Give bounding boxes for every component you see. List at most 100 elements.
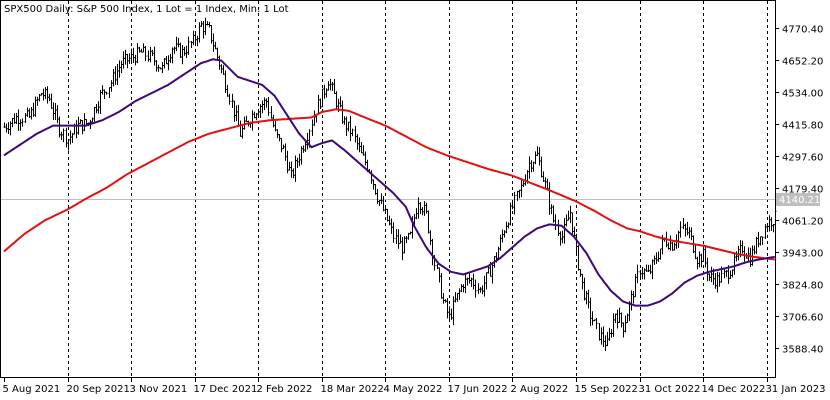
ohlc-bar [181, 44, 184, 65]
ohlc-bar [81, 120, 84, 135]
ohlc-bar [284, 143, 287, 161]
ohlc-bar [751, 245, 754, 266]
ohlc-bar [589, 297, 592, 326]
ohlc-bar [265, 98, 268, 108]
ohlc-bar [388, 215, 391, 226]
chart-title: SPX500 Daily: S&P 500 Index, 1 Lot = 1 I… [4, 4, 289, 15]
ohlc-bar [274, 120, 277, 132]
ohlc-bar [183, 46, 186, 56]
ohlc-bar [585, 290, 588, 305]
ohlc-bar [714, 272, 717, 289]
ohlc-bar [218, 55, 221, 70]
ohlc-bar [716, 271, 719, 293]
ohlc-bar [91, 117, 94, 123]
ohlc-bar [339, 96, 342, 108]
ohlc-bar [513, 191, 516, 215]
ohlc-bar [206, 21, 209, 26]
ohlc-bar [559, 231, 562, 246]
ohlc-bar [483, 275, 486, 297]
ohlc-bar [38, 94, 41, 102]
ohlc-bar [487, 266, 490, 274]
ohlc-bar [132, 47, 135, 64]
ohlc-bar [13, 113, 16, 124]
ohlc-bar [112, 68, 115, 87]
ohlc-bar [360, 142, 363, 154]
ohlc-bar [600, 327, 603, 345]
ohlc-bar [481, 285, 484, 295]
ohlc-bar [530, 160, 533, 173]
ohlc-bar [421, 207, 424, 216]
ohlc-bar [409, 231, 412, 235]
ohlc-bar [606, 331, 609, 347]
ohlc-bar [138, 46, 141, 53]
ohlc-bar [259, 104, 262, 119]
y-tick-label: 4297.60 [782, 153, 823, 164]
ohlc-bar [58, 116, 61, 138]
ohlc-bar [706, 257, 709, 282]
ohlc-bar [7, 122, 10, 134]
ohlc-bar [397, 229, 400, 249]
ohlc-bar [702, 244, 705, 262]
ohlc-bar [616, 309, 619, 329]
ohlc-bar [52, 102, 55, 121]
ohlc-bars [3, 17, 777, 351]
ohlc-bar [130, 48, 133, 63]
ohlc-bar [382, 196, 385, 212]
y-tick-label: 3824.80 [782, 281, 823, 292]
ohlc-bar [177, 37, 180, 48]
ohlc-bar [470, 277, 473, 287]
x-tick-label: 17 Jun 2022 [448, 384, 508, 395]
ohlc-bar [46, 86, 49, 104]
ohlc-bar [335, 91, 338, 111]
ohlc-bar [634, 273, 637, 298]
ohlc-bar [372, 179, 375, 190]
ohlc-bar [200, 20, 203, 27]
ohlc-bar [321, 88, 324, 108]
ohlc-bar [97, 101, 100, 114]
ohlc-bar [446, 298, 449, 319]
ohlc-bar [302, 145, 305, 153]
ohlc-bar [569, 205, 572, 224]
ohlc-bar [390, 218, 393, 234]
ohlc-bar [747, 247, 750, 262]
ohlc-bar [343, 116, 346, 125]
ohlc-bar [610, 328, 613, 338]
ohlc-bar [103, 89, 106, 99]
ohlc-bar [436, 263, 439, 270]
ohlc-bar [210, 25, 213, 44]
ohlc-bar [673, 242, 676, 251]
ohlc-bar [71, 133, 74, 144]
ohlc-bar [42, 88, 45, 101]
ohlc-bar [255, 113, 258, 121]
x-tick-label: 14 Dec 2022 [702, 384, 766, 395]
ohlc-bar [440, 273, 443, 299]
ohlc-bar [520, 179, 523, 198]
ohlc-bar [134, 54, 137, 66]
ohlc-bar [468, 272, 471, 284]
ohlc-bar [575, 233, 578, 254]
ohlc-bar [341, 100, 344, 125]
ohlc-bar [362, 145, 365, 156]
ohlc-bar [636, 264, 639, 284]
ohlc-bar [290, 161, 293, 178]
ohlc-bar [192, 30, 195, 46]
ohlc-bar [698, 251, 701, 268]
ohlc-bar [323, 84, 326, 99]
ohlc-bar [399, 234, 402, 244]
ohlc-bar [423, 201, 426, 216]
ohlc-bar [376, 189, 379, 204]
ohlc-bar [392, 222, 395, 243]
ohlc-bar [165, 56, 168, 65]
ohlc-bar [766, 223, 769, 230]
ohlc-bar [5, 123, 8, 133]
ohlc-bar [442, 293, 445, 304]
ohlc-bar [671, 241, 674, 251]
ohlc-bar [280, 137, 283, 153]
x-tick-label: 4 May 2022 [384, 384, 443, 395]
ohlc-bar [723, 269, 726, 279]
ohlc-bar [190, 41, 193, 49]
ohlc-bar [319, 98, 322, 110]
ohlc-bar [448, 306, 451, 320]
ohlc-bar [386, 208, 389, 222]
